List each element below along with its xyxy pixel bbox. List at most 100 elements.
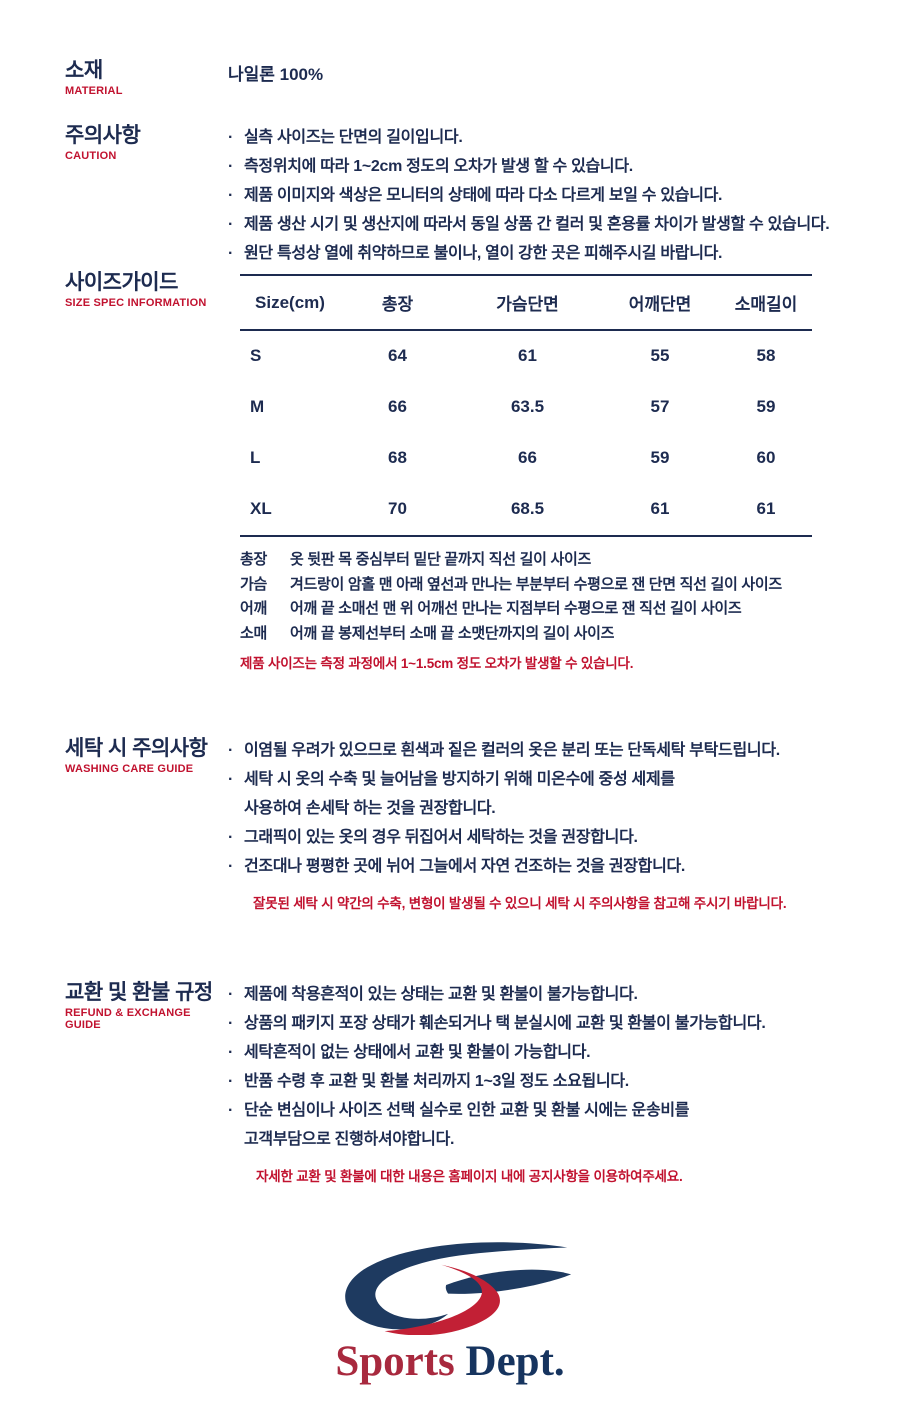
swoosh-logo-icon bbox=[345, 1242, 572, 1336]
material-subtitle: MATERIAL bbox=[65, 85, 123, 98]
brand-word-dept: Dept. bbox=[465, 1338, 565, 1386]
washing-section: 세탁 시 주의사항 WASHING CARE GUIDE · 이염될 우려가 있… bbox=[0, 736, 900, 912]
bullet-icon: · bbox=[228, 1015, 234, 1033]
size-table-header-cell: 가슴단면 bbox=[455, 275, 600, 332]
refund-list: · 제품에 착용흔적이 있는 상태는 교환 및 환불이 불가능합니다. · 상품… bbox=[228, 980, 852, 1154]
washing-title: 세탁 시 주의사항 bbox=[65, 737, 208, 761]
size-note-row: 가슴 겨드랑이 암홀 맨 아래 옆선과 만나는 부분부터 수평으로 잰 단면 직… bbox=[240, 573, 852, 598]
shoulder-cell: 59 bbox=[650, 448, 670, 468]
shoulder-cell: 55 bbox=[650, 346, 670, 366]
sleeve-cell: 61 bbox=[756, 499, 776, 519]
material-content: 나일론 100% bbox=[228, 58, 852, 97]
material-title: 소재 bbox=[65, 59, 103, 82]
washing-label: 세탁 시 주의사항 WASHING CARE GUIDE bbox=[65, 736, 228, 912]
size-table-header-cell: 어깨단면 bbox=[600, 275, 720, 332]
size-cell: M bbox=[250, 397, 265, 417]
bullet-icon: · bbox=[228, 986, 234, 1004]
caution-list-item: · 측정위치에 따라 1~2cm 정도의 오차가 발생 할 수 있습니다. bbox=[228, 152, 852, 181]
material-section: 소재 MATERIAL 나일론 100% bbox=[0, 0, 900, 97]
size-cell: S bbox=[250, 346, 262, 366]
refund-list-item: · 제품에 착용흔적이 있는 상태는 교환 및 환불이 불가능합니다. bbox=[228, 980, 852, 1009]
size-table-row: L 68 66 59 60 bbox=[240, 433, 812, 484]
refund-warning: 자세한 교환 및 환불에 대한 내용은 홈페이지 내에 공지사항을 이용하여주세… bbox=[256, 1169, 683, 1185]
caution-list: · 실측 사이즈는 단면의 길이입니다. · 측정위치에 따라 1~2cm 정도… bbox=[228, 123, 852, 268]
refund-label: 교환 및 환불 규정 REFUND & EXCHANGE GUIDE bbox=[65, 980, 228, 1185]
bullet-icon: · bbox=[228, 742, 234, 760]
caution-list-item: · 실측 사이즈는 단면의 길이입니다. bbox=[228, 123, 852, 152]
refund-list-item: · 상품의 패키지 포장 상태가 훼손되거나 택 분실시에 교환 및 환불이 불… bbox=[228, 1009, 852, 1038]
size-spec-table: Size(cm) 총장 가슴단면 어깨단면 소매길이 bbox=[240, 274, 812, 538]
size-note-label: 소매 bbox=[240, 624, 268, 642]
refund-section: 교환 및 환불 규정 REFUND & EXCHANGE GUIDE · 제품에… bbox=[0, 980, 900, 1185]
caution-label: 주의사항 CAUTION bbox=[65, 123, 228, 268]
caution-item-text: 원단 특성상 열에 취약하므로 불이나, 열이 강한 곳은 피해주시길 바랍니다… bbox=[244, 245, 723, 263]
refund-list-item: · 반품 수령 후 교환 및 환불 처리까지 1~3일 정도 소요됩니다. bbox=[228, 1067, 852, 1096]
size-cell: XL bbox=[250, 499, 272, 519]
caution-list-item: · 제품 생산 시기 및 생산지에 따라서 동일 상품 간 컬러 및 혼용률 차… bbox=[228, 210, 852, 239]
washing-list-item: · 세탁 시 옷의 수축 및 늘어남을 방지하기 위해 미온수에 중성 세제를 … bbox=[228, 765, 852, 823]
caution-list-item: · 원단 특성상 열에 취약하므로 불이나, 열이 강한 곳은 피해주시길 바랍… bbox=[228, 239, 852, 268]
washing-list-item: · 그래픽이 있는 옷의 경우 뒤집어서 세탁하는 것을 권장합니다. bbox=[228, 823, 852, 852]
caution-section: 주의사항 CAUTION · 실측 사이즈는 단면의 길이입니다. · 측정위치… bbox=[0, 123, 900, 268]
washing-content: · 이염될 우려가 있으므로 흰색과 짙은 컬러의 옷은 분리 또는 단독세탁 … bbox=[228, 736, 852, 912]
bullet-icon: · bbox=[228, 858, 234, 876]
refund-subtitle: REFUND & EXCHANGE GUIDE bbox=[65, 1007, 191, 1032]
length-cell: 66 bbox=[388, 397, 407, 417]
length-cell: 68 bbox=[388, 448, 407, 468]
washing-list-item: · 이염될 우려가 있으므로 흰색과 짙은 컬러의 옷은 분리 또는 단독세탁 … bbox=[228, 736, 852, 765]
bullet-icon: · bbox=[228, 129, 234, 147]
refund-content: · 제품에 착용흔적이 있는 상태는 교환 및 환불이 불가능합니다. · 상품… bbox=[228, 980, 852, 1185]
refund-item-text: 상품의 패키지 포장 상태가 훼손되거나 택 분실시에 교환 및 환불이 불가능… bbox=[244, 1015, 766, 1033]
caution-item-text: 제품 생산 시기 및 생산지에 따라서 동일 상품 간 컬러 및 혼용률 차이가… bbox=[244, 216, 830, 234]
size-note-text: 겨드랑이 암홀 맨 아래 옆선과 만나는 부분부터 수평으로 잰 단면 직선 길… bbox=[290, 575, 782, 593]
size-note-text: 옷 뒷판 목 중심부터 밑단 끝까지 직선 길이 사이즈 bbox=[290, 551, 591, 569]
length-cell: 70 bbox=[388, 499, 407, 519]
washing-warning: 잘못된 세탁 시 약간의 수축, 변형이 발생될 수 있으니 세탁 시 주의사항… bbox=[253, 896, 787, 912]
refund-item-text: 세탁흔적이 없는 상태에서 교환 및 환불이 가능합니다. bbox=[244, 1044, 591, 1062]
washing-subtitle: WASHING CARE GUIDE bbox=[65, 763, 194, 776]
refund-list-item: · 세탁흔적이 없는 상태에서 교환 및 환불이 가능합니다. bbox=[228, 1038, 852, 1067]
chest-cell: 63.5 bbox=[510, 397, 545, 417]
washing-item-text: 이염될 우려가 있으므로 흰색과 짙은 컬러의 옷은 분리 또는 단독세탁 부탁… bbox=[244, 742, 780, 760]
refund-title: 교환 및 환불 규정 bbox=[65, 981, 213, 1005]
size-cell: L bbox=[250, 448, 261, 468]
washing-item-text: 세탁 시 옷의 수축 및 늘어남을 방지하기 위해 미온수에 중성 세제를 사용… bbox=[244, 771, 675, 818]
size-note-row: 어깨 어깨 끝 소매선 맨 위 어깨선 만나는 지점부터 수평으로 잰 직선 길… bbox=[240, 597, 852, 622]
size-guide-content: Size(cm) 총장 가슴단면 어깨단면 소매길이 bbox=[228, 270, 852, 672]
bullet-icon: · bbox=[228, 187, 234, 205]
size-warning: 제품 사이즈는 측정 과정에서 1~1.5cm 정도 오차가 발생할 수 있습니… bbox=[240, 656, 634, 672]
size-table-header-cell: Size(cm) bbox=[240, 275, 340, 332]
size-table-row: XL 70 68.5 61 61 bbox=[240, 484, 812, 536]
size-table-body: S 64 61 55 58 M 66 63.5 57 59 bbox=[240, 330, 812, 536]
size-note-text: 어깨 끝 봉제선부터 소매 끝 소맷단까지의 길이 사이즈 bbox=[290, 624, 615, 642]
washing-list-item: · 건조대나 평평한 곳에 뉘어 그늘에서 자연 건조하는 것을 권장합니다. bbox=[228, 852, 852, 881]
size-note-row: 총장 옷 뒷판 목 중심부터 밑단 끝까지 직선 길이 사이즈 bbox=[240, 548, 852, 573]
washing-item-text: 건조대나 평평한 곳에 뉘어 그늘에서 자연 건조하는 것을 권장합니다. bbox=[244, 858, 686, 876]
sleeve-cell: 60 bbox=[756, 448, 776, 468]
size-guide-label: 사이즈가이드 SIZE SPEC INFORMATION bbox=[65, 270, 228, 672]
size-table-header-row: Size(cm) 총장 가슴단면 어깨단면 소매길이 bbox=[240, 275, 812, 332]
caution-item-text: 제품 이미지와 색상은 모니터의 상태에 따라 다소 다르게 보일 수 있습니다… bbox=[244, 187, 723, 205]
caution-content: · 실측 사이즈는 단면의 길이입니다. · 측정위치에 따라 1~2cm 정도… bbox=[228, 123, 852, 268]
caution-title: 주의사항 bbox=[65, 124, 141, 148]
bullet-icon: · bbox=[228, 829, 234, 847]
bullet-icon: · bbox=[228, 158, 234, 176]
refund-list-item: · 단순 변심이나 사이즈 선택 실수로 인한 교환 및 환불 시에는 운송비를… bbox=[228, 1096, 852, 1154]
refund-item-text: 반품 수령 후 교환 및 환불 처리까지 1~3일 정도 소요됩니다. bbox=[244, 1073, 629, 1091]
size-guide-title: 사이즈가이드 bbox=[65, 271, 178, 295]
refund-item-text: 단순 변심이나 사이즈 선택 실수로 인한 교환 및 환불 시에는 운송비를 고… bbox=[244, 1102, 690, 1149]
caution-list-item: · 제품 이미지와 색상은 모니터의 상태에 따라 다소 다르게 보일 수 있습… bbox=[228, 181, 852, 210]
size-note-text: 어깨 끝 소매선 맨 위 어깨선 만나는 지점부터 수평으로 잰 직선 길이 사… bbox=[290, 600, 742, 618]
caution-item-text: 측정위치에 따라 1~2cm 정도의 오차가 발생 할 수 있습니다. bbox=[244, 158, 633, 176]
refund-item-text: 제품에 착용흔적이 있는 상태는 교환 및 환불이 불가능합니다. bbox=[244, 986, 638, 1004]
size-table-header-cell: 총장 bbox=[340, 275, 455, 332]
size-guide-subtitle: SIZE SPEC INFORMATION bbox=[65, 297, 207, 310]
caution-item-text: 실측 사이즈는 단면의 길이입니다. bbox=[244, 129, 463, 147]
size-note-label: 총장 bbox=[240, 551, 268, 569]
material-value: 나일론 100% bbox=[228, 65, 324, 84]
sleeve-cell: 59 bbox=[756, 397, 776, 417]
brand-word-sports: Sports bbox=[335, 1338, 455, 1386]
caution-subtitle: CAUTION bbox=[65, 150, 117, 163]
bullet-icon: · bbox=[228, 245, 234, 263]
